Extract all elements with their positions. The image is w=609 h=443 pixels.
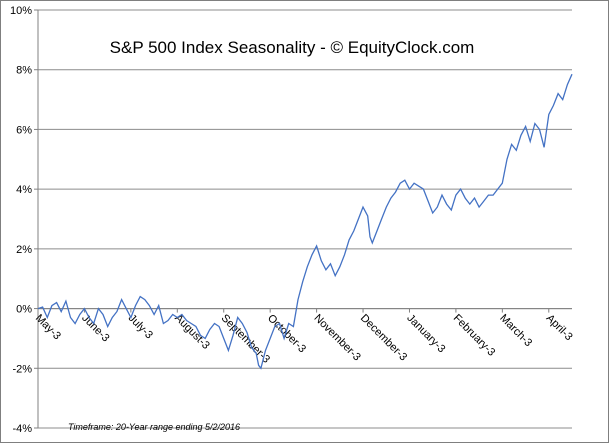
- x-tick-label: April-3: [544, 312, 575, 343]
- y-tick-label: -4%: [12, 423, 32, 435]
- x-tick-label: March-3: [497, 312, 534, 349]
- x-tick-label: February-3: [451, 312, 498, 359]
- series-line: [37, 73, 573, 370]
- grid-lines: [34, 9, 572, 429]
- y-tick-label: 10%: [10, 5, 32, 17]
- y-tick-label: 4%: [16, 184, 32, 196]
- y-tick-label: 8%: [16, 65, 32, 77]
- timeframe-note: Timeframe: 20-Year range ending 5/2/2016: [68, 422, 240, 432]
- chart-title: S&P 500 Index Seasonality - © EquityCloc…: [110, 38, 475, 57]
- x-tick-labels: May-3 June-3 July-3 August-3 September-3Octo…: [33, 312, 575, 365]
- y-tick-label: 0%: [16, 304, 32, 316]
- y-tick-label: 6%: [16, 124, 32, 136]
- x-tick-label: January-3: [404, 312, 447, 355]
- y-tick-label: -2%: [12, 363, 32, 375]
- x-axis: [37, 308, 572, 313]
- x-tick-label: November-3: [311, 312, 362, 363]
- y-tick-labels: -4% -2% 0% 2% 4% 6% 8% 10%: [10, 5, 32, 435]
- y-tick-label: 2%: [16, 244, 32, 256]
- x-tick-label: August-3: [172, 312, 212, 352]
- x-tick-label: December-3: [358, 312, 409, 363]
